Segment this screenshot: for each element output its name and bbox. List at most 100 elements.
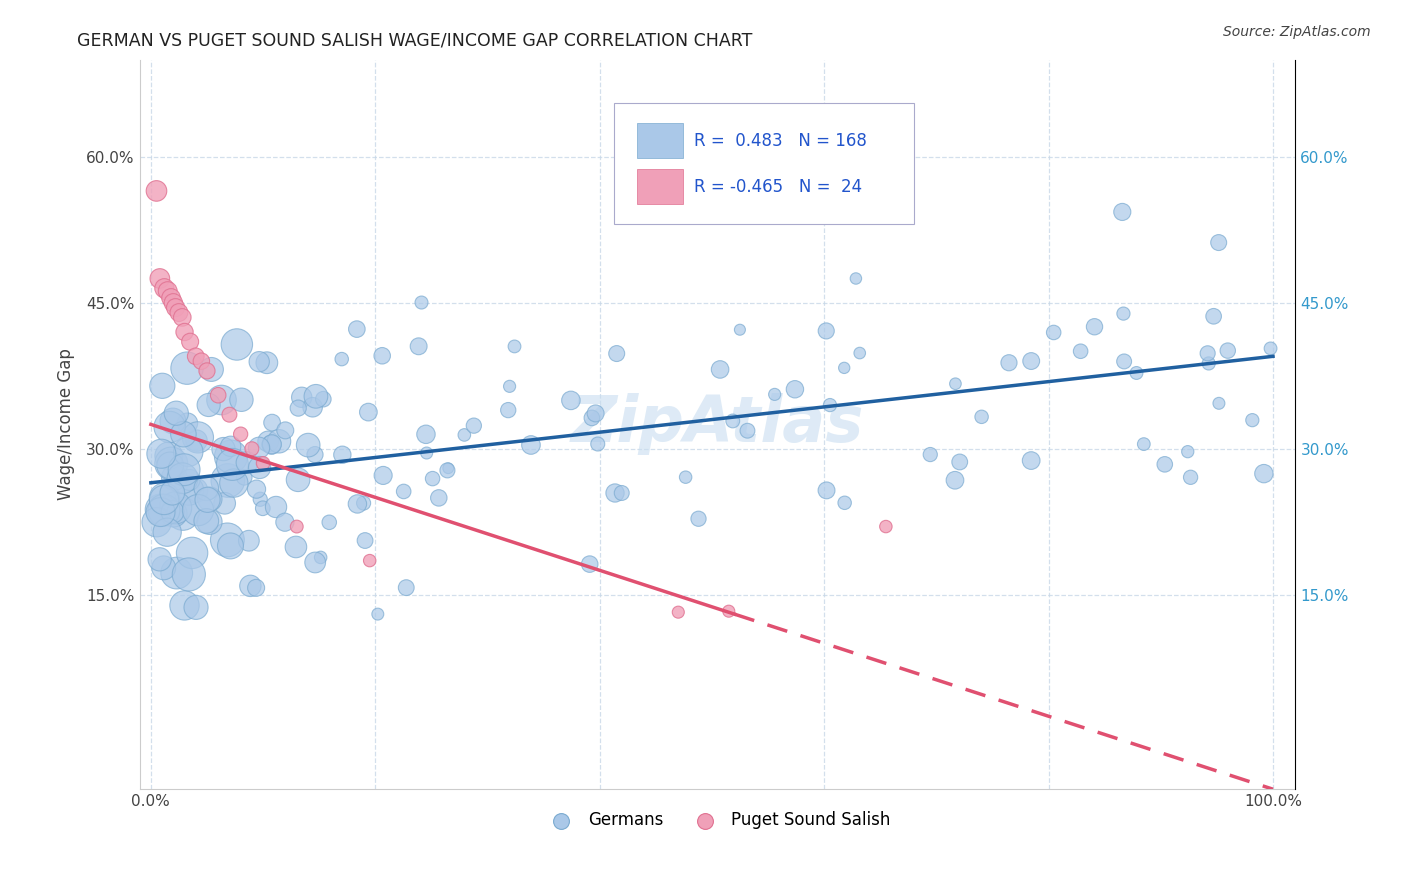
Point [149, 271, 172, 285]
Point [943, 473, 966, 487]
Point [1133, 437, 1156, 451]
Point [173, 325, 195, 339]
Point [187, 430, 209, 444]
Point [181, 546, 204, 560]
Point [606, 346, 628, 360]
Point [709, 362, 731, 376]
Point [688, 512, 710, 526]
Point [970, 409, 993, 424]
Point [309, 550, 332, 565]
Point [212, 442, 235, 456]
Point [920, 448, 942, 462]
Point [184, 600, 207, 615]
Point [150, 447, 173, 461]
Point [231, 392, 253, 407]
Point [162, 485, 184, 500]
Point [229, 427, 252, 442]
Point [198, 492, 221, 507]
Point [367, 607, 389, 621]
Point [737, 424, 759, 438]
Point [721, 414, 744, 428]
Point [160, 457, 183, 471]
Legend: Germans, Puget Sound Salish: Germans, Puget Sound Salish [537, 805, 897, 836]
Point [998, 356, 1021, 370]
Point [177, 567, 200, 582]
Point [160, 291, 183, 305]
Point [1260, 342, 1282, 356]
Point [195, 481, 218, 495]
Point [1208, 396, 1230, 410]
Point [318, 516, 340, 530]
Point [408, 339, 430, 353]
Text: R = -0.465   N =  24: R = -0.465 N = 24 [695, 178, 862, 195]
Point [197, 398, 219, 412]
Point [207, 388, 229, 402]
Point [291, 390, 314, 404]
Point [219, 439, 242, 453]
Point [264, 500, 287, 514]
Point [145, 515, 167, 529]
Point [359, 553, 381, 567]
Point [162, 295, 184, 310]
Point [256, 356, 278, 370]
Point [176, 361, 198, 376]
Bar [637, 123, 683, 158]
Point [195, 364, 218, 378]
Point [165, 301, 187, 315]
Point [156, 525, 179, 540]
Point [267, 434, 290, 449]
Point [211, 392, 233, 407]
Point [1114, 354, 1136, 368]
Point [1208, 235, 1230, 250]
Point [945, 376, 967, 391]
Point [145, 184, 167, 198]
FancyBboxPatch shape [613, 103, 914, 224]
Point [173, 599, 195, 613]
Point [218, 408, 240, 422]
Point [287, 473, 309, 487]
Point [287, 401, 309, 416]
Point [728, 323, 751, 337]
Point [353, 496, 375, 510]
Point [415, 427, 437, 442]
Point [1241, 413, 1264, 427]
Text: R =  0.483   N = 168: R = 0.483 N = 168 [695, 132, 868, 150]
Point [247, 441, 270, 455]
Point [1197, 346, 1219, 360]
Point [153, 503, 176, 517]
Point [198, 515, 221, 529]
Point [1112, 307, 1135, 321]
Point [221, 458, 243, 472]
Point [262, 416, 284, 430]
Point [187, 503, 209, 517]
Point [832, 360, 855, 375]
Point [585, 406, 607, 420]
Point [153, 492, 176, 507]
Point [498, 379, 520, 393]
Point [240, 442, 263, 456]
Point [1083, 319, 1105, 334]
Point [586, 437, 609, 451]
Point [233, 470, 256, 484]
Point [197, 492, 219, 507]
Point [252, 501, 274, 516]
Point [163, 470, 186, 484]
Point [834, 496, 856, 510]
Point [560, 393, 582, 408]
Text: Source: ZipAtlas.com: Source: ZipAtlas.com [1223, 25, 1371, 39]
Point [249, 460, 271, 475]
Point [496, 403, 519, 417]
Point [1253, 467, 1275, 481]
Point [260, 437, 283, 451]
Point [373, 468, 395, 483]
Point [238, 533, 260, 548]
Point [149, 502, 172, 516]
Point [783, 382, 806, 396]
Point [415, 446, 437, 460]
Point [610, 486, 633, 500]
Point [184, 483, 207, 498]
Point [1111, 205, 1133, 219]
Point [177, 445, 200, 459]
Point [1019, 453, 1042, 467]
Point [260, 437, 283, 451]
